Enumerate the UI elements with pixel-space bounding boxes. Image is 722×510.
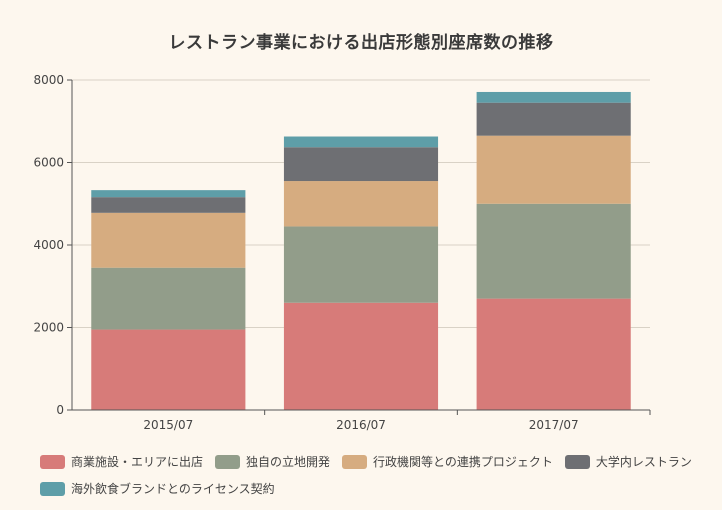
bar-segment bbox=[91, 197, 246, 213]
bar-segment bbox=[91, 329, 246, 410]
legend-label: 行政機関等との連携プロジェクト bbox=[373, 455, 553, 469]
y-tick-label: 2000 bbox=[33, 321, 64, 335]
legend-item[interactable]: 独自の立地開発 bbox=[215, 453, 330, 470]
stacked-bar-chart: 0 2000 4000 6000 8000 2015/07 2016/07 2017/07 bbox=[33, 73, 651, 432]
bars bbox=[91, 91, 631, 410]
y-tick-label: 0 bbox=[56, 403, 64, 417]
legend-label: 海外飲食ブランドとのライセンス契約 bbox=[71, 482, 275, 496]
legend-label: 商業施設・エリアに出店 bbox=[71, 455, 204, 469]
legend-item[interactable]: 商業施設・エリアに出店 bbox=[40, 453, 203, 470]
y-tick-label: 8000 bbox=[33, 73, 64, 87]
legend-label: 独自の立地開発 bbox=[246, 455, 331, 469]
legend-swatch bbox=[342, 454, 368, 469]
bar-segment bbox=[476, 91, 631, 103]
x-tick-label: 2015/07 bbox=[143, 418, 193, 432]
bar-segment bbox=[283, 181, 439, 227]
y-tick-label: 4000 bbox=[33, 238, 64, 252]
bar-segment bbox=[91, 267, 246, 330]
bar-segment bbox=[91, 212, 246, 268]
bar-segment bbox=[476, 203, 631, 299]
axes: 0 2000 4000 6000 8000 2015/07 2016/07 2017/07 bbox=[33, 73, 651, 432]
bar-segment bbox=[283, 147, 439, 182]
x-tick-label: 2017/07 bbox=[529, 418, 579, 432]
bar-segment bbox=[283, 226, 439, 303]
legend-swatch bbox=[215, 454, 241, 469]
legend-item[interactable]: 大学内レストラン bbox=[564, 453, 692, 470]
x-tick-label: 2016/07 bbox=[336, 418, 386, 432]
y-tick-label: 6000 bbox=[33, 156, 64, 170]
bar-segment bbox=[476, 135, 631, 204]
bar-segment bbox=[283, 136, 439, 148]
bar-segment bbox=[91, 190, 246, 198]
legend-swatch bbox=[40, 481, 65, 496]
bar-segment bbox=[476, 298, 631, 410]
legend-swatch bbox=[40, 454, 65, 469]
chart-title: レストラン事業における出店形態別座席数の推移 bbox=[168, 33, 554, 53]
legend-item[interactable]: 行政機関等との連携プロジェクト bbox=[342, 453, 553, 470]
bar-segment bbox=[476, 102, 631, 136]
legend-label: 大学内レストラン bbox=[595, 455, 692, 469]
bar-segment bbox=[283, 302, 439, 410]
legend: 商業施設・エリアに出店 独自の立地開発 行政機関等との連携プロジェクト 大学内レストラ… bbox=[40, 453, 700, 497]
legend-swatch bbox=[564, 454, 590, 469]
legend-item[interactable]: 海外飲食ブランドとのライセンス契約 bbox=[40, 480, 275, 497]
